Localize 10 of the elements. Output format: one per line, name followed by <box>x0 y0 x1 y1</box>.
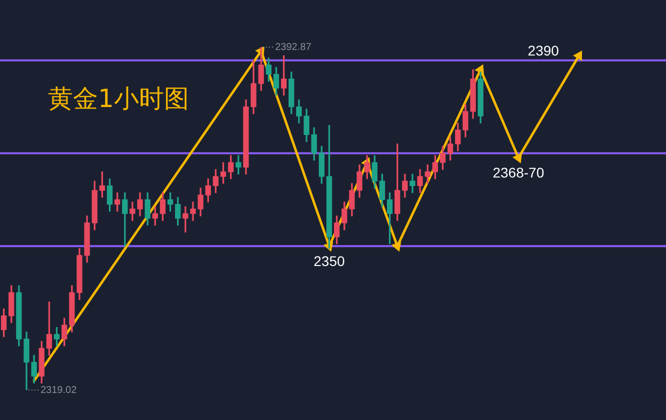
annotation: 2368-70 <box>492 164 544 181</box>
point <box>391 242 402 252</box>
annotation: 2319.02 <box>40 384 78 396</box>
text: 黄金1小时图 <box>48 83 189 115</box>
point <box>474 64 484 75</box>
annotation: 2350 <box>314 252 345 269</box>
annotation: 2392.87 <box>275 42 312 53</box>
point <box>572 50 582 61</box>
point <box>512 153 522 164</box>
annotation: 2390 <box>528 42 560 59</box>
